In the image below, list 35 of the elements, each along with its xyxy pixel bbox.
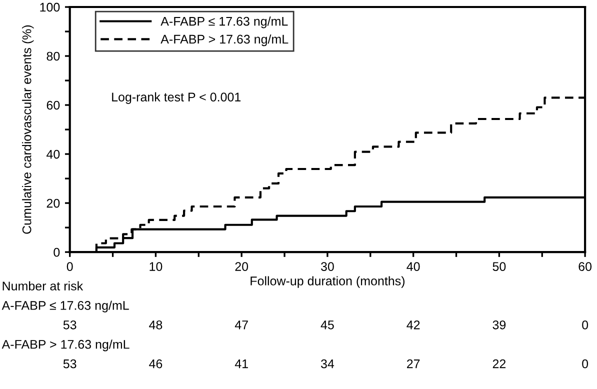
x-tick-label: 0 [66, 262, 73, 271]
annotation: Log-rank test P < 0.001 [112, 92, 241, 104]
text: 27 [407, 359, 420, 368]
x-tick-label: 30 [320, 262, 334, 271]
text: A-FABP ≤ 17.63 ng/mL [2, 300, 129, 312]
x-tick-label: 60 [578, 262, 592, 271]
x-tick-label: 10 [150, 262, 162, 271]
y-tick-label: 20 [46, 198, 60, 208]
x-axis-title: Follow-up duration (months) [250, 276, 404, 288]
legend-label: A-FABP > 17.63 ng/mL [160, 34, 288, 46]
y-tick-label: 0 [54, 248, 60, 257]
text: Number at risk [2, 281, 84, 290]
text: 53 [63, 359, 76, 368]
text: 46 [149, 359, 162, 368]
text: 39 [492, 320, 506, 330]
x-tick-label: 20 [235, 262, 248, 271]
text: 41 [234, 360, 248, 368]
text: 22 [492, 359, 506, 368]
text: 0 [582, 320, 588, 330]
y-tick-label: 40 [46, 150, 60, 159]
text: 0 [582, 359, 588, 368]
x-tick-label: 40 [406, 262, 420, 271]
y-axis-title: Cumulative cardiovascular events (%) [22, 25, 34, 234]
text: 34 [320, 359, 334, 368]
text: 53 [63, 320, 76, 330]
y-tick-label: 60 [46, 100, 60, 110]
y-tick-label: 100 [40, 2, 60, 12]
text: 48 [149, 320, 162, 330]
text: A-FABP > 17.63 ng/mL [2, 340, 130, 352]
x-tick-label: 50 [492, 262, 506, 271]
y-tick-label: 80 [46, 52, 60, 61]
text: 45 [320, 320, 334, 330]
legend-label: A-FABP ≤ 17.63 ng/mL [160, 16, 288, 28]
text: 47 [234, 320, 248, 330]
text: 42 [406, 320, 420, 330]
